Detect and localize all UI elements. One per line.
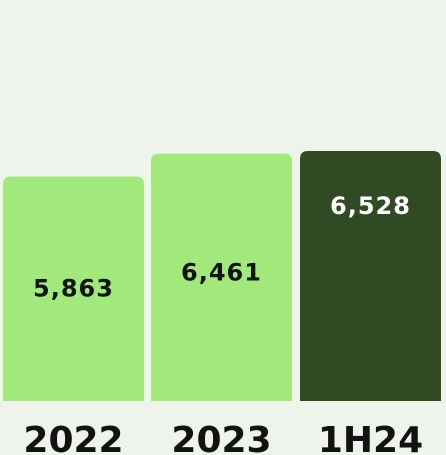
value-labels-layer: 5,863 6,461 6,528 (33, 192, 411, 303)
category-labels-layer: 2022 2023 1H24 (23, 420, 423, 455)
value-label-1h24: 6,528 (330, 192, 411, 220)
bar-2022 (3, 176, 144, 401)
category-label-1h24: 1H24 (318, 420, 423, 455)
bar-2023 (151, 153, 292, 401)
bar-1h24 (300, 151, 441, 401)
value-label-2023: 6,461 (181, 258, 262, 286)
bars-layer (3, 151, 441, 401)
value-label-2022: 5,863 (33, 275, 114, 303)
category-label-2022: 2022 (23, 420, 123, 455)
category-label-2023: 2023 (171, 420, 271, 455)
